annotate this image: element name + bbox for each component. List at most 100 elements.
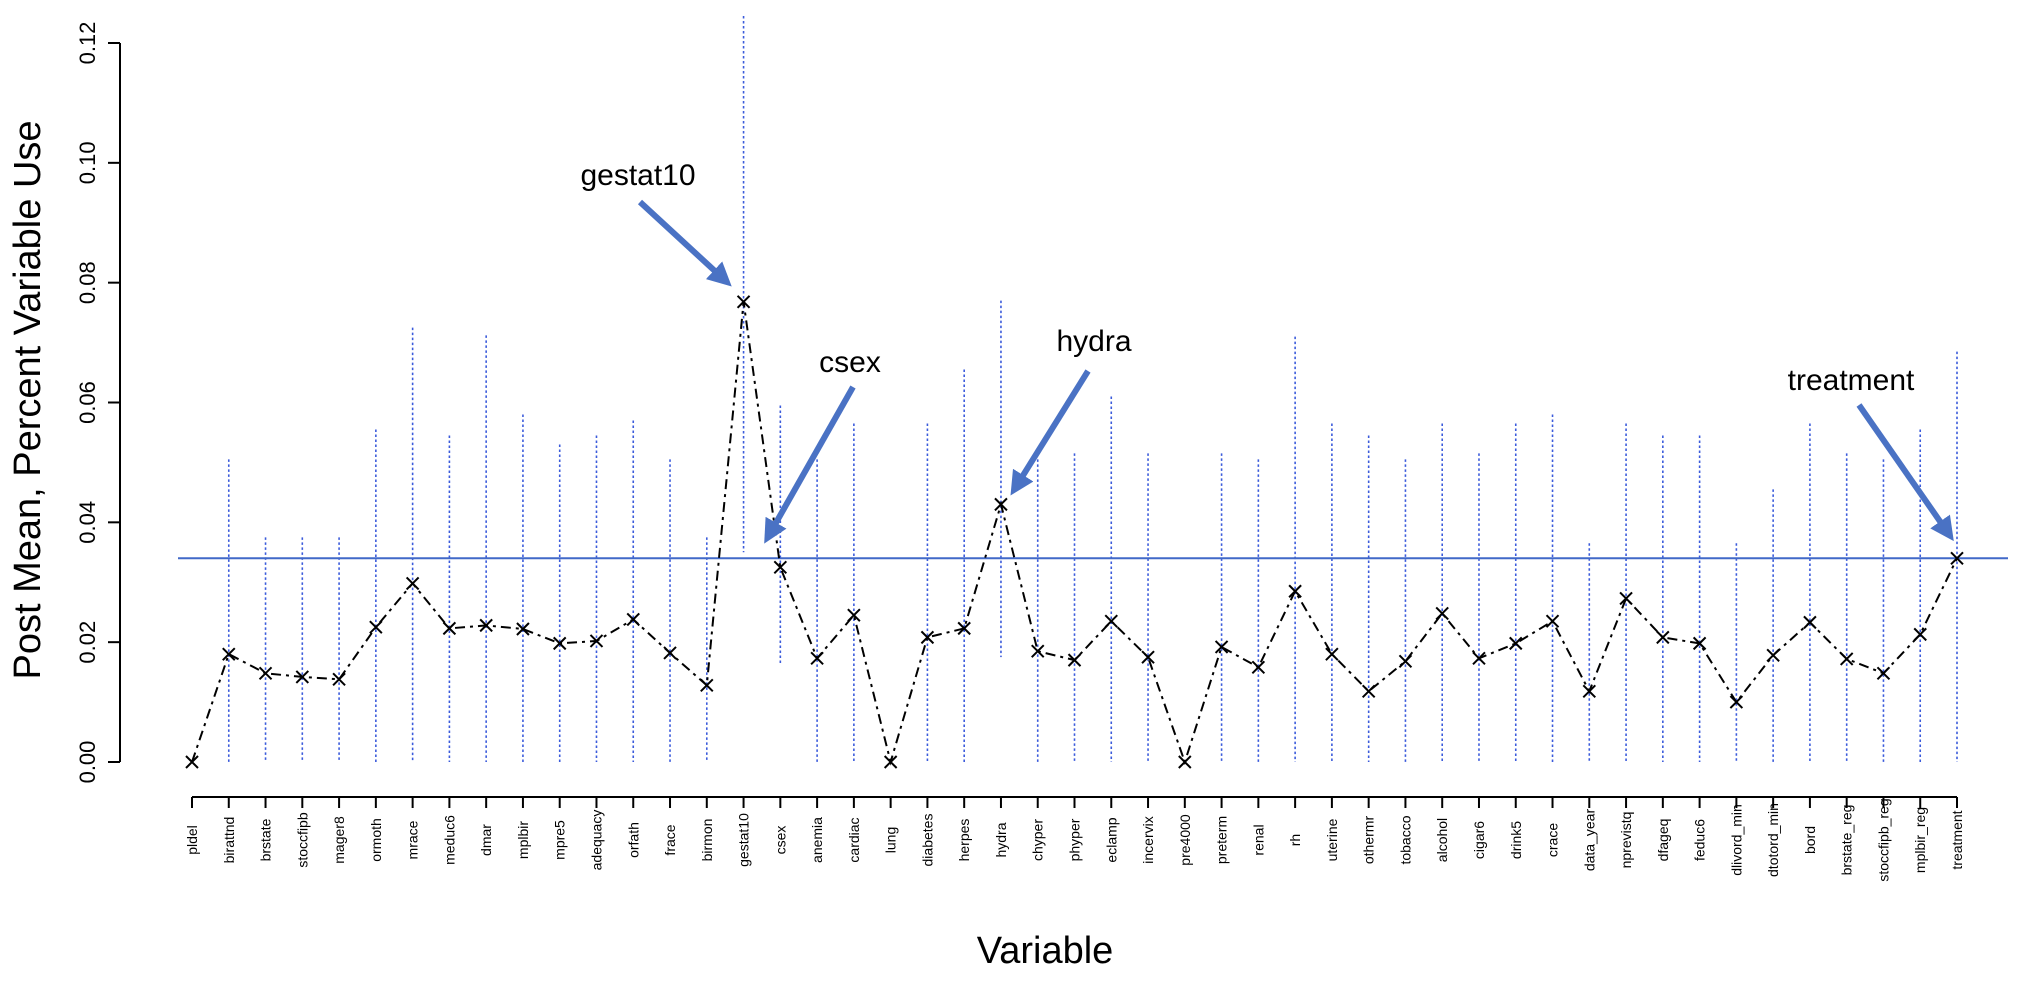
y-tick-label: 0.02 — [75, 621, 100, 664]
x-tick-label: mplbir_reg — [1912, 807, 1928, 873]
y-axis-title: Post Mean, Percent Variable Use — [7, 120, 49, 679]
x-tick-label: eclamp — [1103, 817, 1119, 862]
point-preterm — [1214, 640, 1229, 654]
point-dmar — [479, 618, 493, 633]
x-axis: pldel birattnd brstate stoccfipb mager8 ormot… — [184, 796, 1965, 882]
point-stroke — [185, 755, 199, 769]
point-stroke — [332, 672, 346, 687]
x-tick-label: cardiac — [846, 817, 862, 862]
point-stroke — [589, 634, 604, 648]
point-mplbir_reg — [1913, 627, 1927, 642]
point-tobacco — [1398, 654, 1413, 669]
x-tick-label: ormoth — [368, 818, 384, 862]
point-stroke — [663, 646, 677, 660]
x-tick-label: gestat10 — [736, 813, 752, 867]
point-cigar6 — [1472, 651, 1486, 666]
annotation-arrow — [764, 385, 856, 544]
point-bord — [1803, 615, 1817, 630]
x-tick-label: tobacco — [1397, 815, 1413, 864]
y-tick-label: 0.06 — [75, 381, 100, 424]
point-rh — [1288, 584, 1302, 598]
point-birmon — [700, 678, 714, 693]
x-tick-label: diabetes — [919, 814, 935, 867]
x-tick-label: pre4000 — [1177, 814, 1193, 866]
x-tick-label: stoccfipb_reg — [1875, 798, 1891, 881]
x-tick-label: renal — [1250, 824, 1266, 855]
point-stroke — [1876, 666, 1891, 681]
x-tick-label: othermr — [1361, 816, 1377, 865]
x-tick-label: treatment — [1949, 810, 1965, 869]
x-axis-title: Variable — [977, 930, 1114, 972]
point-lung — [883, 755, 898, 769]
point-adequacy — [589, 634, 604, 648]
y-tick-label: 0.04 — [75, 501, 100, 544]
annotation-arrow — [637, 199, 732, 287]
point-stoccfipb_reg — [1876, 666, 1891, 681]
point-mrace — [405, 576, 420, 591]
point-stroke — [1656, 630, 1670, 645]
point-stroke — [1692, 636, 1707, 651]
annotation-gestat10: gestat10 — [580, 159, 732, 287]
point-gestat10 — [736, 295, 751, 309]
x-tick-label: mager8 — [331, 816, 347, 864]
point-treatment — [1950, 551, 1964, 565]
x-tick-label: herpes — [956, 819, 972, 862]
point-stroke — [295, 670, 310, 684]
point-stroke — [1398, 654, 1413, 669]
point-stroke — [1839, 652, 1854, 666]
point-stroke — [1251, 660, 1266, 675]
point-stroke — [1325, 647, 1339, 661]
x-tick-label: bord — [1802, 826, 1818, 854]
point-stroke — [920, 630, 935, 645]
y-tick-label: 0.10 — [75, 141, 100, 184]
annotation-treatment: treatment — [1788, 364, 1954, 542]
point-eclamp — [1104, 614, 1118, 628]
annotation-label: gestat10 — [580, 159, 695, 192]
point-stroke — [773, 560, 788, 574]
point-chyper — [1031, 644, 1045, 658]
x-tick-label: frace — [662, 824, 678, 855]
point-othermr — [1361, 684, 1376, 699]
x-tick-label: incervix — [1140, 816, 1156, 863]
y-axis: 0.00 0.02 0.04 0.06 0.08 0.10 0.12 — [75, 22, 121, 784]
x-tick-label: nprevistq — [1618, 812, 1634, 869]
point-stroke — [626, 612, 640, 627]
point-phyper — [1067, 653, 1082, 667]
y-tick-label: 0.08 — [75, 261, 100, 304]
x-tick-label: cigar6 — [1471, 821, 1487, 859]
point-stroke — [700, 678, 714, 693]
y-tick-label: 0.00 — [75, 741, 100, 784]
point-stroke — [1067, 653, 1082, 667]
point-stroke — [1214, 640, 1229, 654]
point-stroke — [1582, 684, 1596, 699]
point-stroke — [516, 622, 530, 636]
point-incervix — [1141, 650, 1155, 664]
point-stroke — [1472, 651, 1486, 666]
x-tick-label: birattnd — [221, 817, 237, 864]
x-tick-label: mpre5 — [552, 820, 568, 860]
x-tick-label: phyper — [1067, 818, 1083, 861]
x-tick-label: meduc6 — [441, 815, 457, 865]
y-tick-label: 0.12 — [75, 22, 100, 65]
annotation-hydra: hydra — [1010, 325, 1132, 496]
point-diabetes — [920, 630, 935, 645]
point-crace — [1545, 614, 1560, 628]
point-stroke — [883, 755, 898, 769]
x-tick-label: brstate — [258, 818, 274, 861]
x-tick-label: csex — [772, 826, 788, 855]
point-cardiac — [847, 608, 861, 622]
annotation-label: hydra — [1056, 325, 1131, 358]
x-tick-label: lung — [883, 827, 899, 853]
series-group — [185, 295, 1964, 769]
x-tick-label: drink5 — [1508, 821, 1524, 859]
annotation-csex: csex — [764, 346, 881, 544]
x-tick-label: brstate_reg — [1839, 805, 1855, 876]
point-alcohol — [1435, 606, 1449, 621]
point-stroke — [994, 497, 1008, 512]
point-stroke — [479, 618, 493, 633]
x-tick-label: dfageq — [1655, 819, 1671, 862]
annotation-arrow — [1010, 369, 1091, 496]
x-tick-label: rh — [1287, 834, 1303, 846]
